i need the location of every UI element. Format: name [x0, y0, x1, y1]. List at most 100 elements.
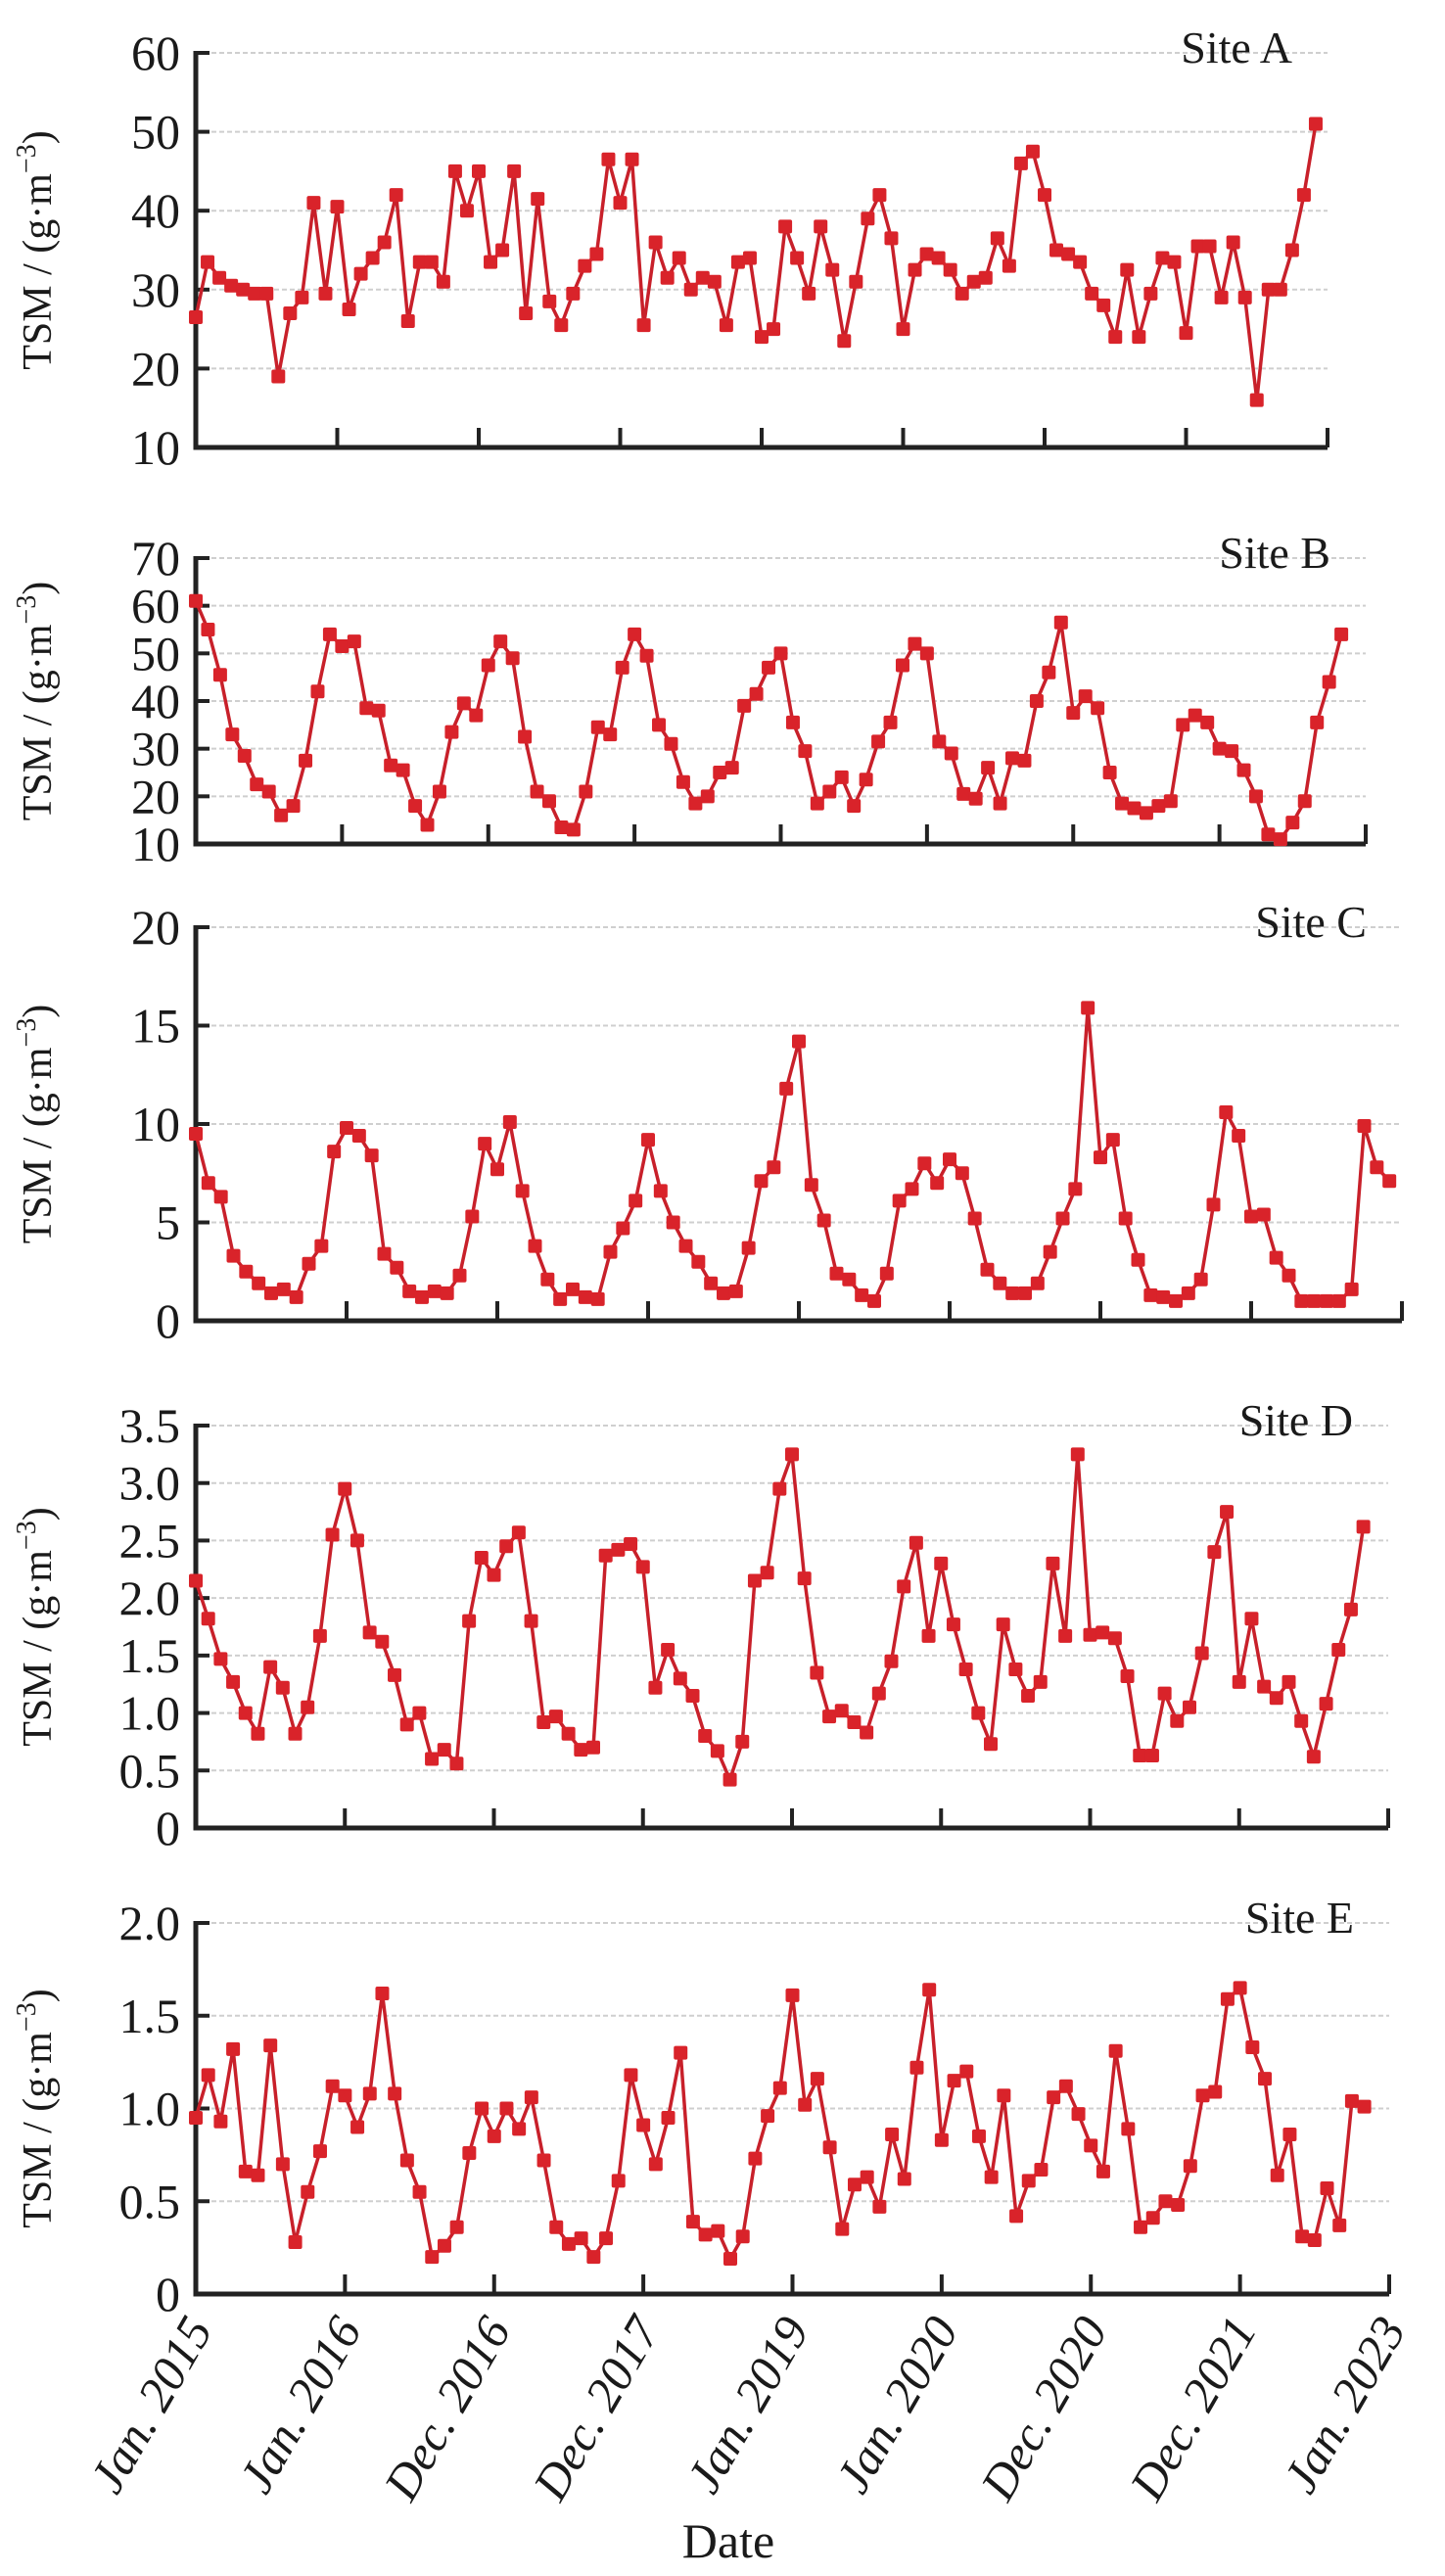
data-point: [1005, 751, 1020, 766]
data-point: [1188, 708, 1202, 723]
data-point: [390, 1260, 404, 1275]
data-point: [353, 266, 368, 281]
data-point: [674, 2045, 688, 2060]
data-point: [872, 2199, 887, 2214]
data-point: [351, 1129, 366, 1144]
data-point: [375, 1634, 390, 1649]
data-point: [542, 294, 557, 308]
data-point: [993, 796, 1007, 811]
panel-site-c: 0 5 10 15 20 TSM / (g·m−3) Site C: [12, 897, 1404, 1348]
data-point: [487, 1568, 501, 1582]
data-point: [896, 322, 910, 337]
data-point: [338, 2088, 352, 2103]
data-point: [449, 1756, 464, 1771]
y-axis-title: TSM / (g·m−3): [12, 582, 61, 820]
data-point: [1151, 799, 1166, 814]
data-point: [1084, 2138, 1098, 2153]
data-point: [1220, 1991, 1235, 2006]
data-point: [226, 1248, 241, 1263]
data-point: [359, 701, 374, 716]
data-point: [822, 784, 837, 799]
data-point: [524, 2090, 538, 2105]
x-tick-label: Jan. 2016: [228, 2308, 372, 2503]
axis-lines: [193, 556, 1366, 847]
data-point: [1270, 2168, 1284, 2182]
data-point: [1134, 2220, 1148, 2234]
data-point: [590, 1291, 605, 1306]
data-point: [688, 796, 703, 811]
data-point: [1120, 1668, 1135, 1683]
data-point: [1208, 2084, 1223, 2099]
data-point: [1273, 282, 1287, 297]
site-label: Site B: [1219, 528, 1330, 578]
data-point: [1294, 1293, 1309, 1308]
data-point: [860, 1725, 874, 1740]
data-point: [1042, 665, 1056, 679]
data-point: [1143, 286, 1158, 301]
data-point: [917, 1156, 932, 1171]
y-axis-title-main: TSM / (g·m: [16, 173, 61, 370]
data-point: [735, 1734, 750, 1749]
data-point: [919, 247, 934, 261]
data-point: [261, 784, 276, 799]
data-point: [1297, 794, 1312, 809]
data-point: [259, 286, 274, 301]
data-point: [798, 2097, 813, 2112]
data-point: [959, 2064, 974, 2079]
axis-lines: [193, 925, 1402, 1324]
data-point: [785, 715, 800, 729]
y-tick-label: 40: [131, 183, 180, 238]
data-point: [475, 2101, 489, 2116]
data-point: [842, 1272, 857, 1287]
data-point: [1143, 1288, 1158, 1302]
panel-site-a: 10 20 30 40 50 60 TSM / (g·m−3) Site A: [12, 23, 1329, 475]
y-tick-label: 1.5: [119, 1989, 181, 2043]
data-point: [981, 761, 996, 775]
data-point: [536, 2153, 551, 2168]
data-point: [499, 1539, 514, 1554]
data-point: [238, 2164, 253, 2178]
data-point: [966, 274, 981, 289]
data-point: [213, 2114, 228, 2129]
data-point: [772, 2081, 787, 2095]
data-point: [660, 270, 675, 285]
data-point: [1343, 1602, 1358, 1616]
data-point: [251, 1726, 265, 1741]
y-tick-label: 1.0: [119, 2082, 181, 2136]
data-point: [437, 1743, 451, 1757]
y-tick-label: 0: [156, 1293, 180, 1348]
data-point: [767, 1160, 781, 1175]
data-point: [1058, 2079, 1073, 2093]
data-point: [251, 2168, 265, 2182]
y-axis-title-end: ): [16, 130, 61, 144]
y-axis-title-exponent: −3: [12, 1018, 42, 1048]
y-tick-label: 60: [131, 579, 180, 633]
data-point: [1344, 2093, 1359, 2108]
data-point: [1009, 2209, 1024, 2224]
data-point: [804, 1178, 818, 1193]
data-point: [350, 2120, 365, 2134]
data-point: [666, 1215, 680, 1230]
site-label: Site E: [1245, 1893, 1354, 1943]
data-point: [711, 2224, 725, 2238]
data-point: [829, 1266, 844, 1281]
data-point: [1034, 2163, 1049, 2178]
data-point: [1357, 2099, 1372, 2114]
y-axis-title-exponent: −3: [12, 1521, 42, 1550]
data-point: [1237, 290, 1252, 304]
data-point: [723, 2251, 738, 2266]
data-point: [611, 2174, 626, 2188]
y-tick-label: 30: [131, 722, 180, 776]
data-point: [603, 727, 618, 742]
data-point: [1043, 1244, 1057, 1259]
data-point: [971, 1706, 986, 1720]
data-point: [1193, 1272, 1208, 1287]
data-point: [1282, 1674, 1296, 1689]
data-point: [652, 718, 667, 732]
data-point: [747, 1573, 762, 1588]
data-point: [338, 1481, 352, 1496]
data-point: [624, 1536, 638, 1551]
data-point: [1320, 1293, 1333, 1308]
y-tick-label: 3.0: [119, 1456, 181, 1511]
data-point: [518, 729, 533, 744]
